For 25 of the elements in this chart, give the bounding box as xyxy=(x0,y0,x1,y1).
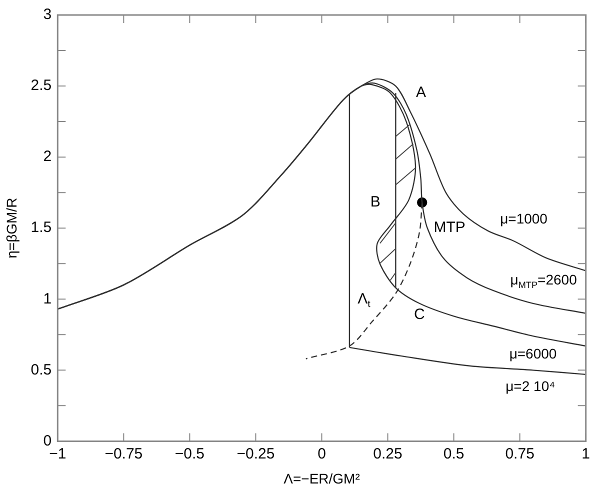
series-label: μ=6000 xyxy=(509,346,557,362)
annotation: B xyxy=(370,193,380,210)
x-tick-label: −0.25 xyxy=(236,445,275,462)
series-label: μ=1000 xyxy=(500,210,548,226)
y-tick-label: 1 xyxy=(43,290,52,308)
x-tick-label: 0.5 xyxy=(443,445,464,462)
x-tick-label: −1 xyxy=(49,445,66,462)
annotation: C xyxy=(414,306,426,323)
annotation: MTP xyxy=(434,219,466,236)
y-tick-label: 2.5 xyxy=(30,77,52,94)
series-label: μ=2 10⁴ xyxy=(506,378,556,394)
y-axis-title: η=βGM/R xyxy=(3,198,20,258)
y-tick-label: 3 xyxy=(43,6,52,24)
annotation: A xyxy=(416,84,426,102)
y-tick-label: 2 xyxy=(43,148,52,166)
x-tick-label: −0.75 xyxy=(104,445,143,462)
y-tick-label: 1.5 xyxy=(30,219,52,236)
x-axis-title: Λ=−ER/GM² xyxy=(284,470,360,486)
y-tick-label: 0 xyxy=(43,432,52,450)
x-tick-label: 0 xyxy=(318,445,326,462)
x-tick-label: 0.75 xyxy=(505,445,534,462)
x-tick-label: 1 xyxy=(582,445,590,462)
y-tick-label: 0.5 xyxy=(30,361,52,378)
x-tick-label: 0.25 xyxy=(373,445,402,462)
x-tick-label: −0.5 xyxy=(174,445,205,462)
